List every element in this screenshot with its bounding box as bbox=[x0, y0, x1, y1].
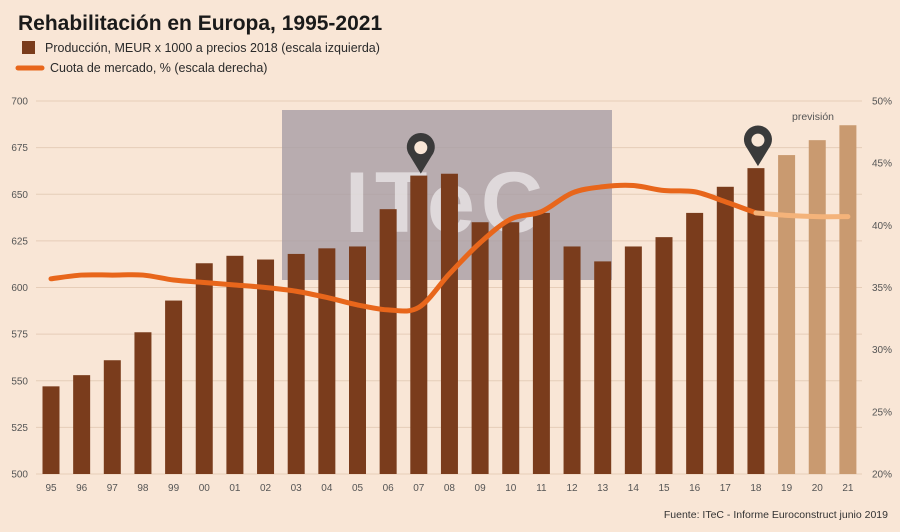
y-left-tick-label: 700 bbox=[11, 97, 28, 108]
bar bbox=[42, 386, 60, 474]
x-tick-label: 18 bbox=[750, 483, 762, 494]
x-tick-label: 96 bbox=[76, 483, 88, 494]
bar bbox=[532, 212, 550, 474]
location-pin-icon bbox=[406, 132, 435, 174]
y-left-tick-label: 525 bbox=[11, 423, 28, 434]
y-axis-right: 20% 25% 30% 35% 40% 45% 50% bbox=[872, 97, 892, 481]
chart-title: Rehabilitación en Europa, 1995-2021 bbox=[18, 12, 382, 35]
y-right-tick-label: 50% bbox=[872, 97, 892, 108]
x-tick-label: 20 bbox=[812, 483, 824, 494]
bar bbox=[686, 212, 704, 474]
y-left-tick-label: 675 bbox=[11, 143, 28, 154]
pin-hole bbox=[751, 133, 765, 147]
x-tick-label: 13 bbox=[597, 483, 609, 494]
bar bbox=[716, 186, 734, 475]
y-right-tick-label: 40% bbox=[872, 221, 892, 232]
x-tick-label: 09 bbox=[475, 483, 487, 494]
y-right-tick-label: 45% bbox=[872, 159, 892, 170]
x-tick-label: 21 bbox=[842, 483, 854, 494]
x-tick-label: 97 bbox=[107, 483, 119, 494]
bar bbox=[502, 222, 520, 474]
bar bbox=[73, 375, 91, 474]
bar bbox=[287, 253, 305, 474]
x-tick-label: 07 bbox=[413, 483, 425, 494]
x-tick-label: 99 bbox=[168, 483, 180, 494]
x-tick-label: 05 bbox=[352, 483, 364, 494]
line-forecast bbox=[753, 210, 851, 220]
forecast-label: previsión bbox=[792, 111, 834, 123]
bar bbox=[226, 255, 244, 474]
x-axis: 95 96 97 98 99 00 01 02 03 04 05 06 07 08 09 10 11 12 13 14… bbox=[45, 483, 853, 494]
x-tick-label: 01 bbox=[229, 483, 241, 494]
x-tick-label: 03 bbox=[291, 483, 303, 494]
x-tick-label: 11 bbox=[536, 483, 547, 494]
x-tick-label: 00 bbox=[199, 483, 211, 494]
markers bbox=[406, 125, 772, 174]
y-axis-left: 500 525 550 575 600 625 650 675 700 bbox=[11, 97, 28, 481]
x-tick-label: 15 bbox=[658, 483, 670, 494]
y-left-tick-label: 600 bbox=[11, 283, 28, 294]
x-tick-label: 02 bbox=[260, 483, 272, 494]
bar bbox=[318, 248, 336, 474]
x-tick-label: 95 bbox=[45, 483, 57, 494]
x-tick-label: 14 bbox=[628, 483, 640, 494]
bar bbox=[195, 263, 213, 474]
x-tick-label: 17 bbox=[720, 483, 732, 494]
bar-forecast bbox=[839, 125, 857, 475]
x-tick-label: 10 bbox=[505, 483, 517, 494]
bar bbox=[349, 246, 366, 474]
bar-forecast bbox=[808, 140, 826, 475]
source-note: Fuente: ITeC - Informe Euroconstruct jun… bbox=[664, 509, 888, 521]
bar-series bbox=[42, 125, 857, 475]
x-tick-label: 16 bbox=[689, 483, 701, 494]
y-right-tick-label: 20% bbox=[872, 470, 892, 481]
y-left-tick-label: 625 bbox=[11, 236, 28, 247]
pin-hole bbox=[414, 141, 428, 155]
bar bbox=[563, 246, 581, 474]
location-pin-icon bbox=[743, 125, 772, 167]
legend-bar-label: Producción, MEUR x 1000 a precios 2018 (… bbox=[45, 41, 380, 55]
bar bbox=[624, 246, 642, 474]
bar bbox=[747, 168, 765, 474]
bar bbox=[103, 360, 121, 474]
y-left-tick-label: 500 bbox=[11, 470, 28, 481]
y-right-tick-label: 25% bbox=[872, 407, 892, 418]
bar-forecast bbox=[778, 155, 796, 474]
bar bbox=[410, 175, 428, 474]
legend-bar-swatch bbox=[22, 41, 35, 54]
bar bbox=[165, 300, 183, 474]
bar bbox=[655, 237, 673, 474]
y-left-tick-label: 650 bbox=[11, 190, 28, 201]
bar bbox=[594, 261, 612, 474]
x-tick-label: 08 bbox=[444, 483, 456, 494]
bar bbox=[471, 222, 489, 474]
line-series bbox=[48, 182, 851, 314]
y-left-tick-label: 550 bbox=[11, 376, 28, 387]
y-left-tick-label: 575 bbox=[11, 330, 28, 341]
bar bbox=[440, 173, 458, 475]
x-tick-label: 06 bbox=[383, 483, 395, 494]
x-tick-label: 19 bbox=[781, 483, 793, 494]
bar bbox=[134, 332, 152, 474]
x-tick-label: 04 bbox=[321, 483, 333, 494]
y-right-tick-label: 30% bbox=[872, 345, 892, 356]
y-right-tick-label: 35% bbox=[872, 283, 892, 294]
bar bbox=[257, 259, 275, 474]
x-tick-label: 98 bbox=[137, 483, 149, 494]
bar bbox=[379, 209, 397, 475]
line-actual bbox=[48, 182, 759, 314]
legend-line-label: Cuota de mercado, % (escala derecha) bbox=[50, 61, 267, 75]
x-tick-label: 12 bbox=[566, 483, 578, 494]
